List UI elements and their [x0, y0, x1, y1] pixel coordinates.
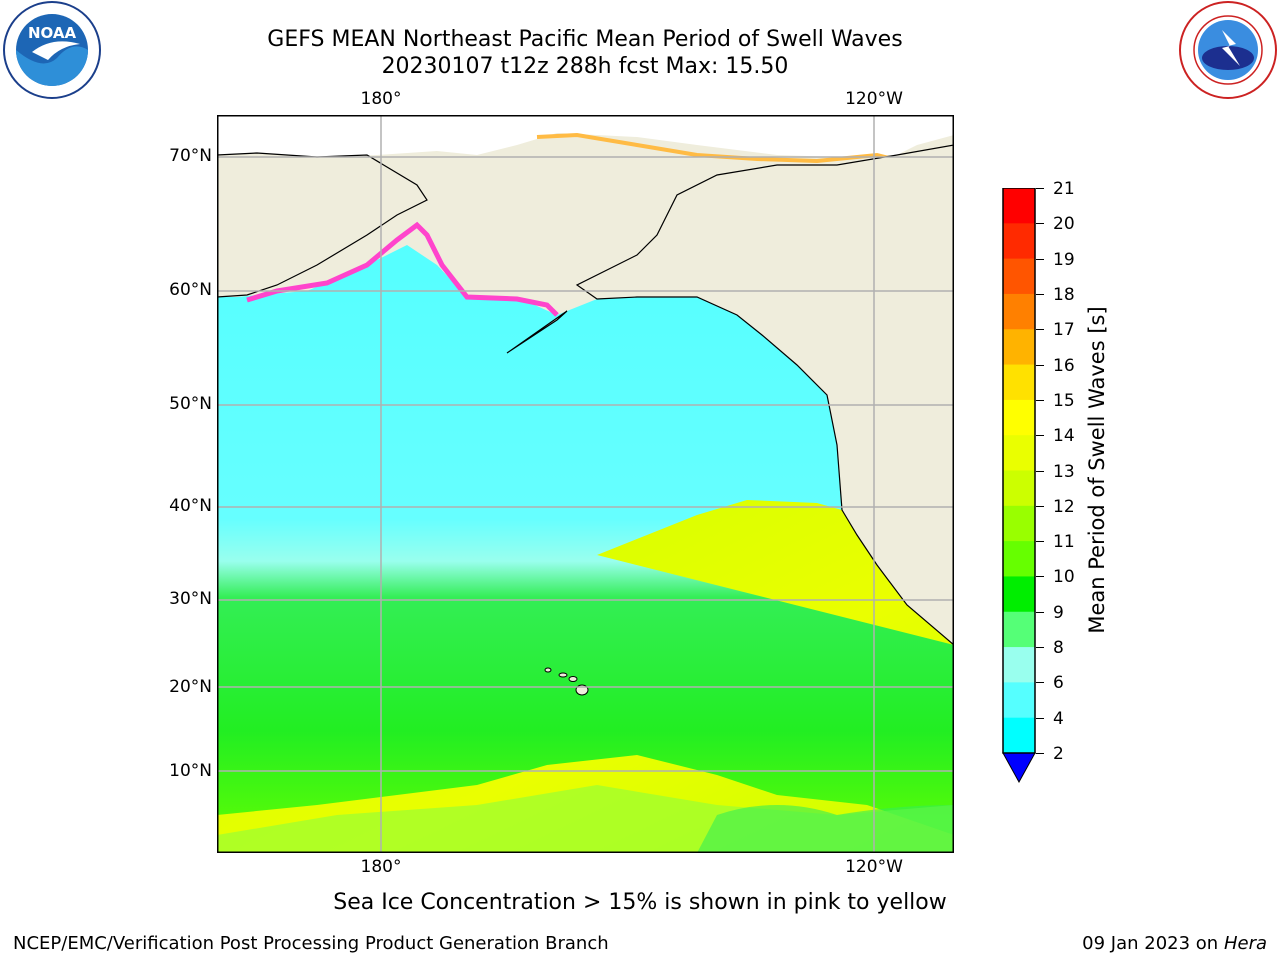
- lon-tick-bottom-120w: 120°W: [845, 857, 903, 877]
- colorbar-tick-mark: [1036, 329, 1044, 331]
- nws-logo: [1178, 0, 1278, 100]
- colorbar: [1002, 187, 1036, 784]
- footer-machine: Hera: [1223, 933, 1267, 954]
- colorbar-tick-mark: [1036, 505, 1044, 507]
- sea-ice-note: Sea Ice Concentration > 15% is shown in …: [333, 890, 947, 915]
- colorbar-tick-label: 19: [1053, 249, 1075, 270]
- colorbar-band: [1003, 611, 1035, 648]
- colorbar-band: [1003, 505, 1035, 542]
- colorbar-extend-arrow: [1002, 752, 1036, 784]
- svg-text:NOAA: NOAA: [28, 24, 77, 42]
- lat-tick-70n: 70°N: [169, 146, 212, 166]
- colorbar-tick-mark: [1036, 470, 1044, 472]
- colorbar-tick-mark: [1036, 576, 1044, 578]
- colorbar-tick-mark: [1036, 541, 1044, 543]
- colorbar-tick-mark: [1036, 188, 1044, 189]
- lon-tick-top-120w: 120°W: [845, 89, 903, 109]
- alaska-peninsula: [506, 310, 568, 354]
- colorbar-tick-label: 8: [1053, 638, 1064, 659]
- colorbar-tick-mark: [1036, 399, 1044, 401]
- noaa-logo: NOAA: [2, 0, 102, 100]
- colorbar-tick-label: 9: [1053, 602, 1064, 623]
- colorbar-tick-label: 14: [1053, 426, 1075, 447]
- colorbar-band: [1003, 647, 1035, 683]
- footer-branch: NCEP/EMC/Verification Post Processing Pr…: [13, 933, 609, 954]
- colorbar-tick-label: 17: [1053, 320, 1075, 341]
- pacific-ocean: [217, 245, 954, 853]
- colorbar-band: [1003, 188, 1035, 224]
- swell-period-map: [216, 115, 955, 853]
- colorbar-tick-label: 20: [1053, 214, 1075, 235]
- colorbar-tick-label: 4: [1053, 708, 1064, 729]
- colorbar-band: [1003, 470, 1035, 507]
- colorbar-tick-mark: [1036, 682, 1044, 684]
- lon-tick-top-180: 180°: [360, 89, 402, 109]
- lat-tick-50n: 50°N: [169, 394, 212, 414]
- colorbar-label: Mean Period of Swell Waves [s]: [1085, 306, 1109, 634]
- colorbar-tick-label: 18: [1053, 284, 1075, 305]
- colorbar-tick-label: 12: [1053, 496, 1075, 517]
- colorbar-tick-mark: [1036, 753, 1044, 754]
- colorbar-band: [1003, 541, 1035, 577]
- colorbar-tick-mark: [1036, 364, 1044, 366]
- colorbar-band: [1003, 223, 1035, 260]
- colorbar-tick-mark: [1036, 223, 1044, 225]
- sea-ice-fringe: [246, 221, 559, 317]
- lat-tick-10n: 10°N: [169, 761, 212, 781]
- colorbar-band: [1003, 364, 1035, 401]
- colorbar-tick-mark: [1036, 611, 1044, 613]
- colorbar-tick-mark: [1036, 647, 1044, 649]
- chart-subtitle: 20230107 t12z 288h fcst Max: 15.50: [381, 54, 789, 79]
- colorbar-band: [1003, 576, 1035, 613]
- colorbar-tick-label: 2: [1053, 744, 1064, 764]
- colorbar-tick-mark: [1036, 293, 1044, 295]
- lat-tick-40n: 40°N: [169, 496, 212, 516]
- lon-tick-bottom-180: 180°: [360, 857, 402, 877]
- subtropical-swell-region: [217, 500, 954, 853]
- colorbar-tick-label: 13: [1053, 461, 1075, 482]
- colorbar-swatches: [1002, 187, 1036, 784]
- colorbar-tick-label: 21: [1053, 179, 1075, 199]
- colorbar-band: [1003, 258, 1035, 295]
- colorbar-tick-label: 11: [1053, 532, 1075, 553]
- colorbar-tick-mark: [1036, 717, 1044, 719]
- colorbar-tick-mark: [1036, 435, 1044, 437]
- colorbar-tick-label: 6: [1053, 673, 1064, 694]
- chart-title: GEFS MEAN Northeast Pacific Mean Period …: [267, 27, 903, 52]
- arctic-ocean: [217, 115, 954, 160]
- colorbar-tick-label: 16: [1053, 355, 1075, 376]
- colorbar-band: [1003, 329, 1035, 366]
- colorbar-tick-label: 10: [1053, 567, 1075, 588]
- colorbar-band: [1003, 399, 1035, 436]
- graticule: [217, 115, 954, 853]
- colorbar-tick-label: 15: [1053, 390, 1075, 411]
- colorbar-tick-mark: [1036, 258, 1044, 260]
- hawaii-islands: [544, 667, 589, 696]
- lat-tick-30n: 30°N: [169, 589, 212, 609]
- north-america-land: [575, 144, 955, 647]
- map-panel: [216, 115, 955, 853]
- colorbar-band: [1003, 293, 1035, 330]
- colorbar-band: [1003, 682, 1035, 719]
- lat-tick-20n: 20°N: [169, 677, 212, 697]
- lat-tick-60n: 60°N: [169, 280, 212, 300]
- colorbar-band: [1003, 435, 1035, 471]
- colorbar-band: [1003, 717, 1035, 754]
- footer-date: 09 Jan 2023 on Hera: [1082, 933, 1267, 954]
